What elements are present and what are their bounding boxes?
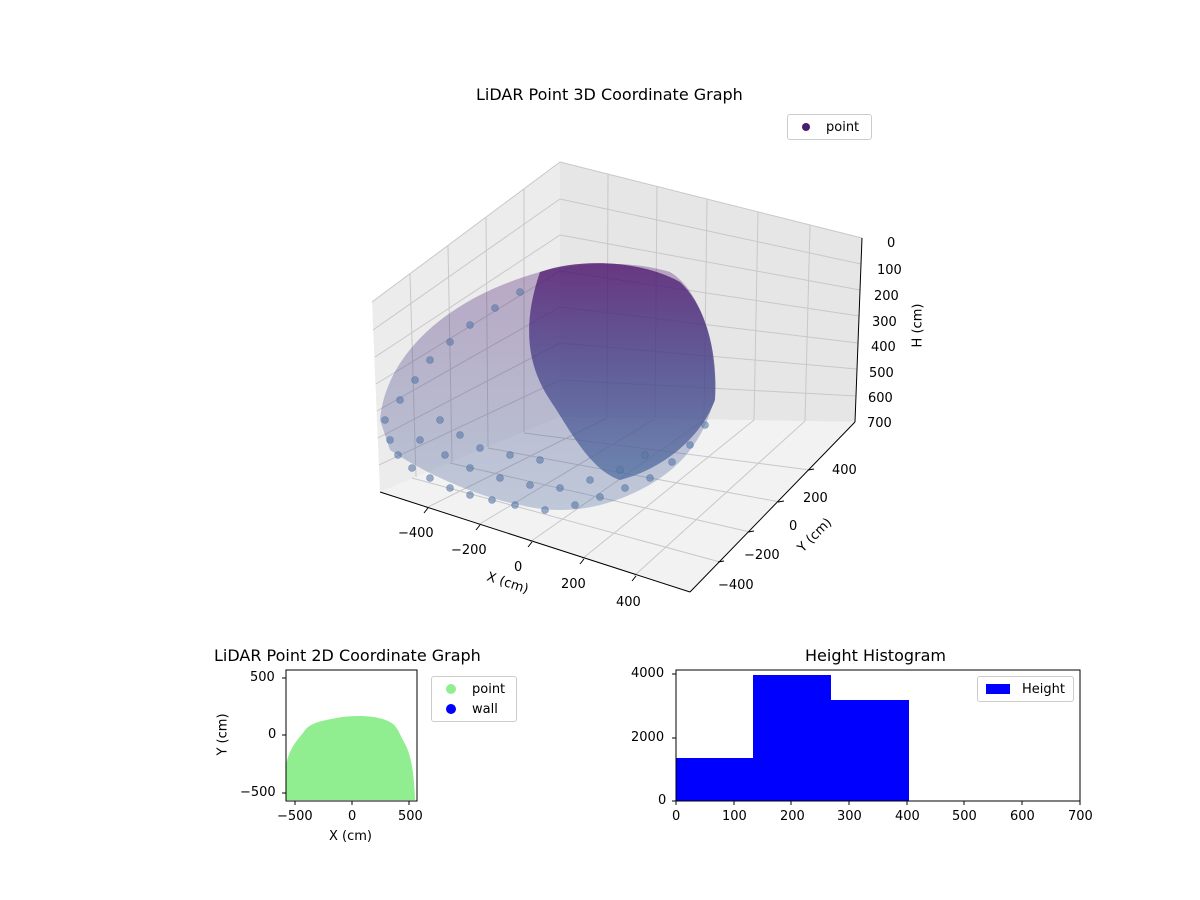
- z3d-tick: 700: [867, 416, 892, 431]
- x3d-tick: −200: [451, 543, 487, 558]
- z3d-tick: 100: [877, 263, 902, 278]
- legend-marker-icon: [802, 123, 810, 131]
- hist-legend: Height: [977, 676, 1074, 702]
- x2d-tick: 500: [398, 809, 423, 824]
- legend-label: point: [826, 119, 860, 135]
- hist-y-tick: 0: [658, 793, 667, 808]
- x3d-tick: 0: [514, 560, 523, 575]
- plot-3d-legend: point: [787, 114, 872, 140]
- hist-y-tick: 4000: [631, 666, 665, 681]
- x3d-tick: 400: [616, 595, 641, 610]
- y2d-tick: −500: [240, 785, 276, 800]
- plot-2d-legend: point wall: [431, 676, 517, 722]
- plot-3d-title: LiDAR Point 3D Coordinate Graph: [476, 85, 743, 104]
- x3d-tick: 200: [561, 577, 586, 592]
- x2d-tick: −500: [277, 809, 313, 824]
- y2d-tick: 500: [250, 670, 275, 685]
- z3d-tick: 300: [872, 315, 897, 330]
- hist-y-tick: 2000: [631, 730, 665, 745]
- hist-x-tick: 500: [952, 809, 977, 824]
- hist-bar: [830, 700, 909, 801]
- z3d-tick: 0: [887, 236, 896, 251]
- x3d-tick: −400: [398, 526, 434, 541]
- hist-bar: [676, 758, 754, 801]
- z3d-tick: 200: [874, 289, 899, 304]
- legend-label: wall: [472, 701, 498, 717]
- hist-x-tick: 400: [895, 809, 920, 824]
- legend-label: point: [472, 681, 506, 697]
- y3d-tick: 200: [803, 491, 828, 506]
- hist-x-tick: 200: [780, 809, 805, 824]
- hist-x-tick: 100: [722, 809, 747, 824]
- hist-x-tick: 600: [1010, 809, 1035, 824]
- legend-point-icon: [446, 684, 456, 694]
- hist-x-tick: 300: [837, 809, 862, 824]
- x2d-tick: 0: [348, 809, 357, 824]
- y3d-tick: 400: [832, 463, 857, 478]
- legend-wall-icon: [446, 704, 456, 714]
- z3d-tick: 400: [871, 340, 896, 355]
- x2d-label: X (cm): [329, 829, 372, 844]
- y3d-tick: −400: [718, 578, 754, 593]
- legend-height-icon: [986, 684, 1011, 694]
- plot-2d-title: LiDAR Point 2D Coordinate Graph: [214, 646, 481, 665]
- legend-label: Height: [1022, 681, 1065, 697]
- z3d-tick: 600: [868, 391, 893, 406]
- hist-bar: [753, 675, 831, 801]
- hist-title: Height Histogram: [805, 646, 946, 665]
- y3d-tick: −200: [744, 548, 780, 563]
- hist-x-tick: 700: [1068, 809, 1093, 824]
- y3d-tick: 0: [789, 519, 798, 534]
- hist-x-tick: 0: [672, 809, 681, 824]
- z3d-tick: 500: [869, 366, 894, 381]
- y2d-tick: 0: [268, 727, 277, 742]
